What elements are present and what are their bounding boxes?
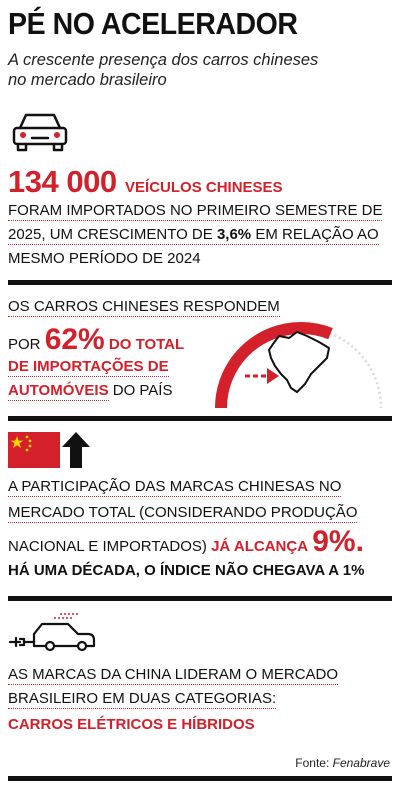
section1-line2: 2025, UM CRESCIMENTO DE 3,6% EM RELAÇÃO … <box>8 226 379 245</box>
divider <box>8 596 392 601</box>
car-front-icon <box>12 113 68 152</box>
source-credit: Fonte: Fenabrave <box>295 756 390 770</box>
market-share-percent: 9%. <box>312 525 364 558</box>
section3-line1: A PARTICIPAÇÃO DAS MARCAS CHINESAS NO <box>8 478 342 497</box>
gauge-chart <box>215 322 387 409</box>
section3-line2: MERCADO TOTAL (CONSIDERANDO PRODUÇÃO <box>8 504 358 523</box>
divider <box>8 280 392 285</box>
electric-car-icon <box>8 613 96 652</box>
arrow-up-icon <box>62 432 90 468</box>
china-flag-icon <box>8 432 60 468</box>
arrow-right-icon <box>245 368 279 384</box>
section2-line3: DE IMPORTAÇÕES DE <box>8 358 169 377</box>
page-title: PÉ NO ACELERADOR <box>8 6 298 41</box>
growth-percent: 3,6% <box>216 226 252 243</box>
section3-line3: NACIONAL E IMPORTADOS) JÁ ALCANÇA 9%. <box>8 525 364 558</box>
section4-line1: AS MARCAS DA CHINA LIDERAM O MERCADO <box>8 666 339 685</box>
gauge-fill <box>215 322 387 409</box>
divider <box>8 416 392 421</box>
imports-number-label: VEÍCULOS CHINESES <box>125 179 283 196</box>
section4-line2: BRASILEIRO EM DUAS CATEGORIAS: <box>8 690 277 709</box>
section4-line3: CARROS ELÉTRICOS E HÍBRIDOS <box>8 716 255 733</box>
divider <box>8 776 392 781</box>
subtitle: A crescente presença dos carros chineses… <box>8 51 319 89</box>
section2-line2: POR 62% DO TOTAL <box>8 323 185 356</box>
brazil-map-icon <box>268 331 330 393</box>
stat-imports: 134 000 VEÍCULOS CHINESES <box>8 164 283 200</box>
section2-line1: OS CARROS CHINESES RESPONDEM <box>8 298 280 317</box>
section1-line1: FORAM IMPORTADOS NO PRIMEIRO SEMESTRE DE <box>8 202 383 221</box>
section3-line4: HÁ UMA DÉCADA, O ÍNDICE NÃO CHEGAVA A 1% <box>8 562 365 579</box>
section2-line4: AUTOMÓVEIS DO PAÍS <box>8 382 173 401</box>
share-percent: 62% <box>44 323 105 356</box>
section1-line3: MESMO PERÍODO DE 2024 <box>8 250 201 267</box>
imports-number: 134 000 <box>8 164 117 199</box>
